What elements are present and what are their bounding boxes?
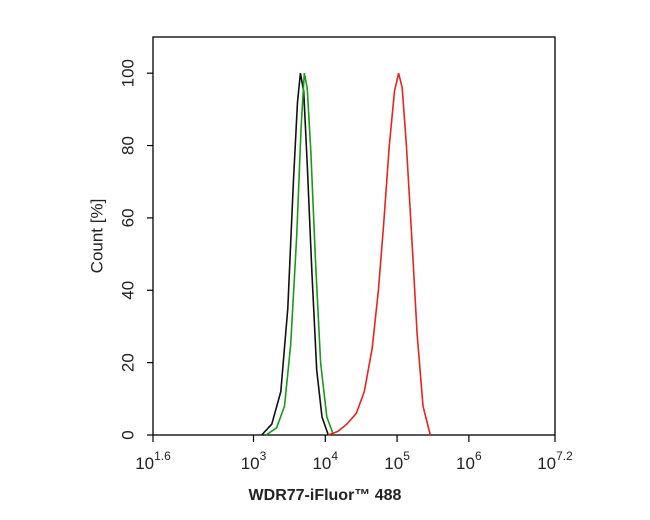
y-tick-label: 40: [118, 281, 137, 300]
x-tick-base: 10: [456, 454, 475, 473]
x-tick-power: 7.2: [556, 449, 573, 463]
histogram-line: [328, 73, 432, 436]
x-tick-base: 10: [312, 454, 331, 473]
x-tick-base: 10: [241, 454, 260, 473]
histogram-line: [261, 73, 330, 436]
x-tick-label: 103: [241, 449, 267, 473]
x-tick-label: 107.2: [537, 449, 573, 473]
y-tick-label: 80: [118, 136, 137, 155]
x-axis-label: WDR77-iFluor™ 488: [249, 487, 402, 504]
x-tick-label: 101.6: [135, 449, 171, 473]
x-tick-power: 5: [403, 449, 410, 463]
x-tick-base: 10: [537, 454, 556, 473]
x-tick-power: 6: [475, 449, 482, 463]
x-tick-base: 10: [135, 454, 154, 473]
x-tick-label: 105: [384, 449, 410, 473]
histogram-line: [265, 73, 335, 436]
x-tick-power: 3: [260, 449, 267, 463]
y-tick-label: 20: [118, 353, 137, 372]
y-tick-label: 0: [118, 430, 137, 439]
y-tick-label: 100: [118, 59, 137, 87]
y-axis-label: Count [%]: [87, 199, 106, 274]
plot-frame: [152, 36, 556, 436]
x-tick-label: 104: [312, 449, 338, 473]
x-tick-label: 106: [456, 449, 482, 473]
x-tick-base: 10: [384, 454, 403, 473]
y-tick-label: 60: [118, 208, 137, 227]
x-tick-power: 1.6: [154, 449, 171, 463]
x-tick-power: 4: [331, 449, 338, 463]
